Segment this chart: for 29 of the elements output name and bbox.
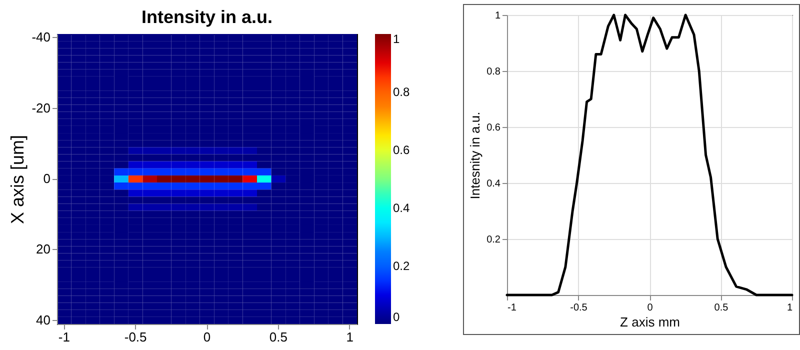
y-tick-label: 0 xyxy=(43,171,50,186)
color-bar-label: 0.6 xyxy=(393,143,410,157)
x-tick-label: -0.5 xyxy=(570,302,588,314)
y-tick-label: 0.4 xyxy=(486,178,501,190)
color-bar-label: 0.4 xyxy=(393,201,410,215)
y-axis-title: X axis [um] xyxy=(8,134,28,224)
y-tick-label: 40 xyxy=(36,312,50,328)
x-tick-label: -1 xyxy=(508,302,517,314)
y-tick-label: -20 xyxy=(32,100,50,116)
color-bar-label: 1 xyxy=(393,32,400,46)
y-tick-label: 0.8 xyxy=(486,66,501,78)
chart-title: Intensity in a.u. xyxy=(141,7,273,28)
y-tick-label: -40 xyxy=(32,30,50,45)
y-axis-title: Intesnity in a.u. xyxy=(468,112,483,200)
y-tick-label: 20 xyxy=(36,242,50,257)
x-tick-label: 0 xyxy=(647,302,654,314)
x-axis-title: Z axis mm xyxy=(620,314,680,330)
x-tick-label: 0 xyxy=(203,330,211,344)
x-tick-label: 1 xyxy=(346,330,354,344)
x-tick-label: 0.5 xyxy=(269,330,288,344)
x-tick-label: 0.5 xyxy=(714,302,729,314)
x-tick-label: -0.5 xyxy=(124,330,147,344)
x-tick-label: 1 xyxy=(786,302,793,314)
color-bar-label: 0.8 xyxy=(393,85,410,99)
x-tick-label: -1 xyxy=(58,330,70,344)
color-bar-label: 0.2 xyxy=(393,259,410,273)
y-tick-label: 0.2 xyxy=(486,234,501,246)
y-tick-label: 1 xyxy=(494,10,501,22)
y-tick-label: 0.6 xyxy=(486,122,501,134)
